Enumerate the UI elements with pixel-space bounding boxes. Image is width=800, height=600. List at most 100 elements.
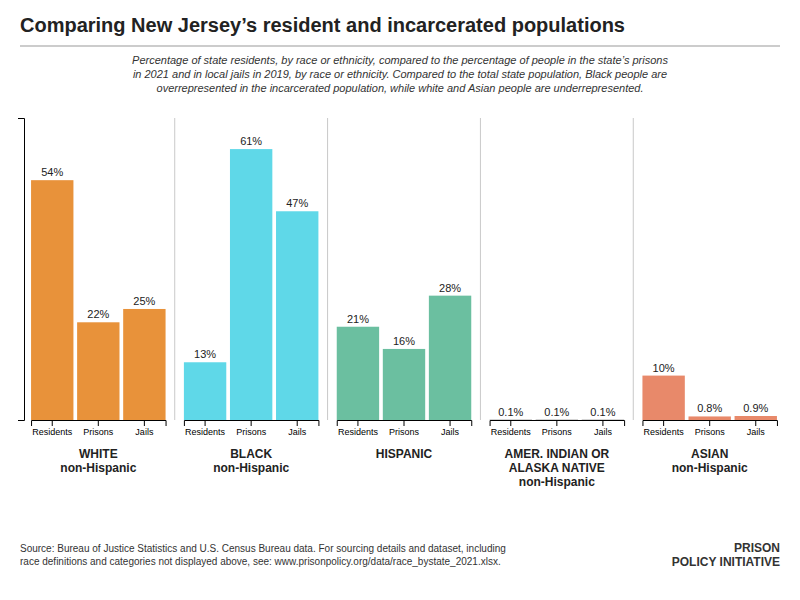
data-label: 25% [133,295,155,307]
data-label: 61% [240,135,262,147]
x-tick-line [357,420,358,426]
x-axis-line [184,421,319,427]
x-tick-line [755,420,756,426]
data-label: 16% [393,335,415,347]
bar [123,309,165,420]
x-axis-line [643,421,778,427]
x-tick-label: Residents [185,427,226,437]
x-tick: Prisons [236,420,267,437]
x-tick: Residents [338,420,379,437]
x-tick-label: Jails [747,427,766,437]
data-label: 10% [653,362,675,374]
x-axis-line [490,421,625,427]
separator [633,118,634,420]
x-tick-line [663,420,664,426]
data-label: 0.9% [743,402,768,414]
text-line: BLACK [230,447,272,461]
text-line: non-Hispanic [519,475,595,489]
bar [429,296,471,420]
text-line: non-Hispanic [60,461,136,475]
separator [327,118,328,420]
x-tick-label: Jails [441,427,460,437]
x-tick: Residents [185,420,226,437]
x-axis: Residents Prisons Jails [643,420,778,437]
x-axis: Residents Prisons Jails [490,420,625,437]
data-labels: 54%22%25%13%61%47%21%16%28%0.1%0.1%0.1%1… [41,135,768,417]
separators [175,118,634,420]
data-label: 28% [439,282,461,294]
x-axis-line [32,421,167,427]
text-line: overrepresented in the incarcerated popu… [157,82,644,94]
text-line: HISPANIC [376,447,433,461]
x-tick: Jails [288,420,307,437]
subtitle: Percentage of state residents, by race o… [132,54,668,94]
x-tick-label: Jails [135,427,154,437]
separator [480,118,481,420]
x-tick-line [144,420,145,426]
x-tick-label: Residents [644,427,685,437]
x-tick-line [450,420,451,426]
data-label: 0.1% [544,406,569,418]
x-axis: Residents Prisons Jails [184,420,319,437]
x-tick-label: Prisons [83,427,114,437]
x-tick-line [602,420,603,426]
x-tick-label: Prisons [695,427,726,437]
x-axis: Residents Prisons Jails [337,420,472,437]
bar [490,419,532,420]
x-tick-line [510,420,511,426]
y-axis-line [18,119,25,421]
bar [77,322,119,420]
x-tick: Prisons [542,420,573,437]
chart: Comparing New Jersey’s resident and inca… [0,0,800,600]
text-line: in 2021 and in local jails in 2019, by r… [133,68,667,80]
x-tick: Jails [747,420,766,437]
bar [383,349,425,420]
data-label: 22% [87,308,109,320]
bar [337,327,379,420]
text-line: PRISON [734,541,780,555]
x-tick: Prisons [695,420,726,437]
text-line: ASIAN [691,447,728,461]
text-line: POLICY INITIATIVE [672,555,780,569]
bar [642,376,684,420]
bar [230,149,272,420]
group-label: ASIANnon-Hispanic [672,447,748,475]
bars [31,149,777,420]
bar [689,416,731,420]
x-tick: Jails [135,420,154,437]
logo: PRISONPOLICY INITIATIVE [672,541,780,569]
x-tick-line [251,420,252,426]
separator [174,118,175,420]
text-line: race definitions and categories not disp… [20,556,501,567]
x-tick-line [404,420,405,426]
x-axis: Residents Prisons Jails [32,420,167,437]
data-label: 0.8% [697,402,722,414]
group-label: BLACKnon-Hispanic [213,447,289,475]
x-tick-label: Residents [491,427,532,437]
x-tick-line [297,420,298,426]
data-label: 0.1% [590,406,615,418]
x-tick-label: Jails [288,427,307,437]
text-line: AMER. INDIAN OR [505,447,610,461]
title: Comparing New Jersey’s resident and inca… [20,14,625,36]
text-line: non-Hispanic [672,461,748,475]
text-line: Source: Bureau of Justice Statistics and… [20,543,506,554]
text-line: ALASKA NATIVE [509,461,605,475]
text-line: WHITE [79,447,118,461]
group-label: WHITEnon-Hispanic [60,447,136,475]
x-tick-line [98,420,99,426]
rule [20,46,780,47]
x-tick-label: Prisons [389,427,420,437]
y-axis [18,119,25,421]
group-label: HISPANIC [376,447,433,461]
x-tick-label: Jails [594,427,613,437]
x-tick: Residents [644,420,685,437]
x-tick-label: Residents [32,427,73,437]
x-tick-label: Residents [338,427,379,437]
data-label: 21% [347,313,369,325]
x-tick-line [556,420,557,426]
text-line: Percentage of state residents, by race o… [132,54,668,66]
data-label: 47% [286,197,308,209]
group-label: AMER. INDIAN ORALASKA NATIVEnon-Hispanic [505,447,610,489]
bar [276,211,318,420]
